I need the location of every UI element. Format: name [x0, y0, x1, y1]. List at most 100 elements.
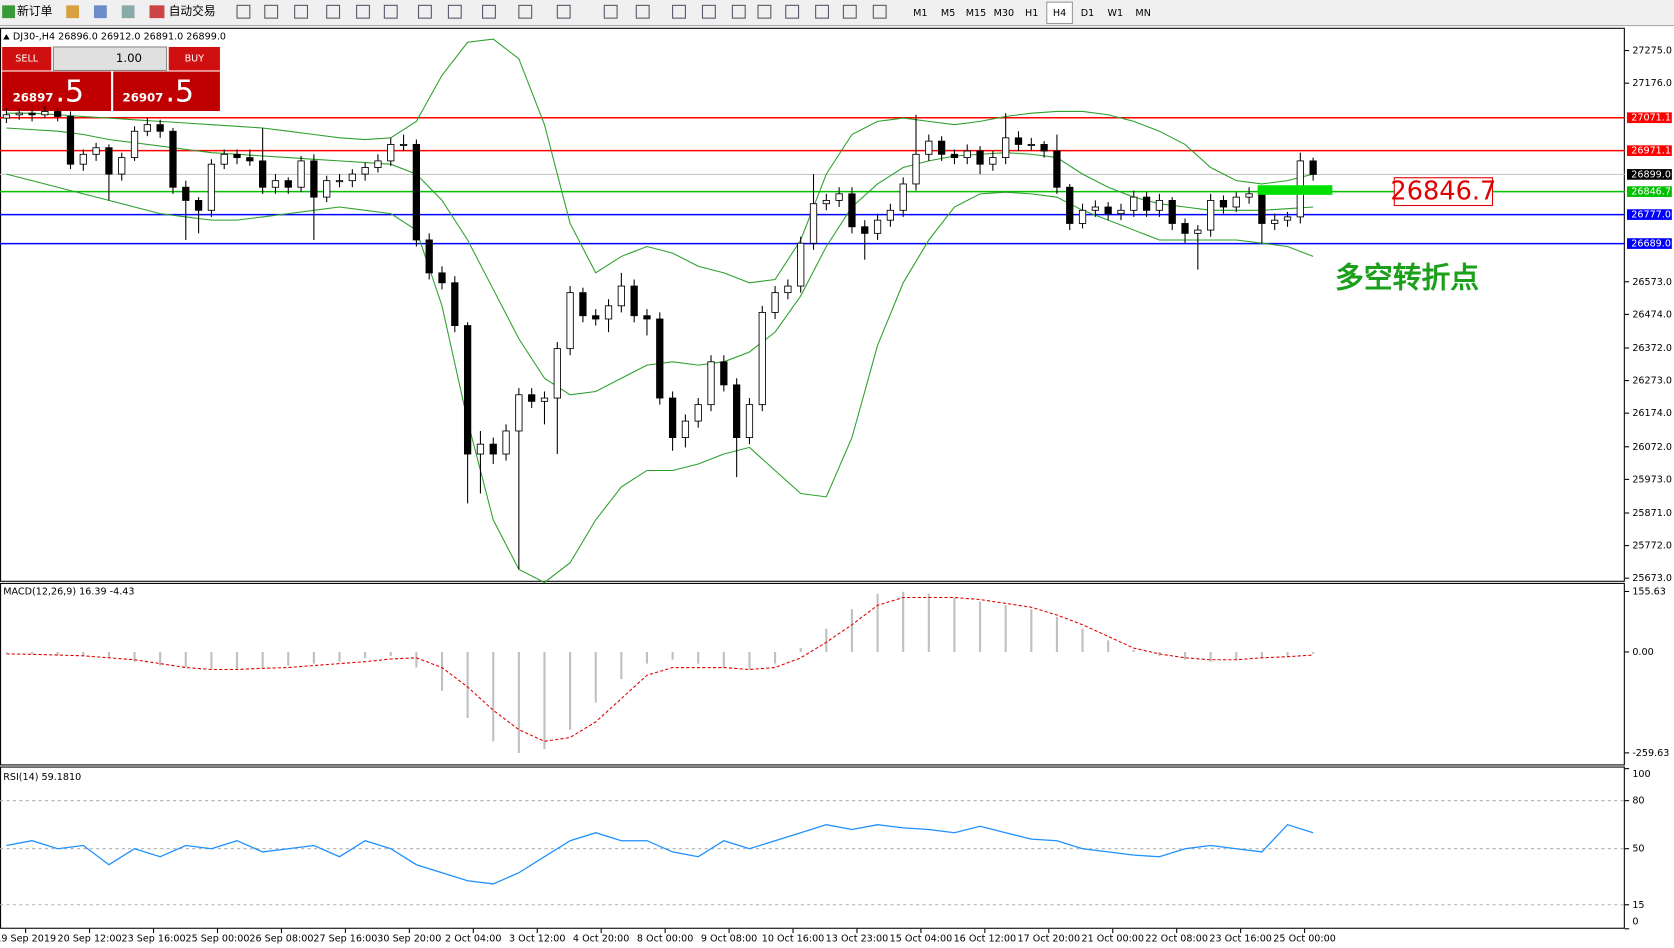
candle-body: [1104, 206, 1112, 215]
level-box: [1627, 209, 1672, 220]
y-tick-label: 25673.0: [1632, 573, 1672, 584]
macd-pane: [0, 582, 1625, 766]
tool-icon[interactable]: [383, 4, 398, 19]
tool-icon[interactable]: [815, 4, 829, 19]
sell-price-box[interactable]: [2, 71, 112, 112]
x-tick-label: 13 Oct 23:00: [826, 933, 889, 944]
icon[interactable]: [66, 5, 80, 19]
tool-icon[interactable]: [326, 4, 341, 19]
candle-body: [822, 199, 830, 205]
level-label: 26971.1: [1631, 146, 1671, 157]
tool-icon[interactable]: [518, 4, 533, 19]
level-box: [1627, 186, 1672, 197]
candle-body: [643, 315, 651, 320]
tool-icon[interactable]: [294, 4, 309, 19]
x-tick-label: 27 Sep 16:00: [313, 933, 377, 944]
tool-icon[interactable]: [872, 4, 887, 19]
tool-icon[interactable]: [757, 4, 772, 19]
tool-icon[interactable]: [603, 4, 618, 19]
icon[interactable]: [121, 5, 135, 19]
candle-body: [1014, 137, 1023, 145]
price-box-label: 26846.7: [1390, 177, 1496, 207]
candle-body: [528, 394, 536, 402]
timeframe-button[interactable]: M30: [994, 8, 1014, 19]
candle-body: [745, 404, 754, 438]
y-tick-label: 25973.0: [1632, 474, 1672, 485]
buy-price-box[interactable]: [113, 71, 220, 112]
candle-body: [54, 111, 62, 117]
candle-body: [220, 153, 228, 165]
new-order-button[interactable]: 新订单: [17, 4, 52, 18]
timeframe-button[interactable]: D1: [1081, 8, 1095, 19]
candle-body: [976, 150, 984, 165]
tool-icon[interactable]: [701, 4, 716, 19]
candle-body: [399, 144, 408, 146]
tool-icon[interactable]: [635, 4, 650, 19]
candle-body: [79, 153, 87, 165]
timeframe-button[interactable]: H1: [1025, 8, 1038, 19]
candle-body: [143, 124, 151, 132]
rsi-y-tick-label: 0: [1632, 916, 1638, 927]
candle-body: [489, 443, 497, 455]
tool-icon[interactable]: [556, 4, 571, 19]
icon[interactable]: [93, 5, 107, 19]
buy-label[interactable]: BUY: [185, 54, 205, 65]
candle-body: [899, 183, 907, 211]
candle-body: [207, 163, 216, 211]
timeframe-button[interactable]: H4: [1053, 8, 1066, 19]
candle-body: [1207, 199, 1215, 231]
y-tick-label: 26174.0: [1632, 408, 1672, 419]
candle-body: [412, 144, 421, 241]
candle-body: [1040, 144, 1048, 152]
tool-icon[interactable]: [264, 4, 279, 19]
price-box: [1393, 177, 1494, 207]
lot-box[interactable]: [52, 46, 168, 71]
candle-body: [1027, 144, 1035, 146]
annotation: 多空转折点: [1335, 261, 1479, 295]
auto-trading-button[interactable]: 自动交易: [169, 4, 216, 18]
current-price-label: 26899.0: [1631, 169, 1671, 180]
tool-icon[interactable]: [731, 4, 746, 19]
tool-icon[interactable]: [356, 4, 370, 19]
auto-trading-icon[interactable]: [149, 5, 165, 19]
macd-title: MACD(12,26,9) 16.39 -4.43: [3, 586, 134, 597]
tool-icon[interactable]: [482, 4, 496, 19]
tool-icon[interactable]: [842, 4, 857, 19]
trade-panel: SELL 1.00 BUY 26897 .5 26907 .5: [2, 46, 220, 112]
x-tick-label: 2 Oct 04:00: [445, 933, 501, 944]
timeframe-button[interactable]: M1: [913, 8, 927, 19]
candle-body: [118, 157, 126, 175]
timeframe-button[interactable]: W1: [1108, 8, 1124, 19]
tool-icon[interactable]: [672, 4, 686, 19]
timeframe-button[interactable]: M15: [966, 8, 987, 19]
timeframe-button[interactable]: M5: [941, 8, 955, 19]
rsi-title: RSI(14) 59.1810: [3, 772, 81, 783]
candle-body: [720, 361, 728, 386]
bid-price: 26897: [13, 91, 54, 105]
tool-icon[interactable]: [785, 4, 800, 19]
new-order-icon[interactable]: [2, 5, 15, 19]
x-tick-label: 19 Sep 2019: [0, 933, 56, 944]
candle-body: [771, 292, 779, 313]
candle-body: [784, 285, 792, 294]
candle-body: [1078, 209, 1087, 224]
tool-icon[interactable]: [417, 4, 432, 19]
level-box: [1627, 112, 1672, 124]
tool-icon[interactable]: [236, 4, 251, 19]
candle-body: [1117, 209, 1125, 215]
timeframe-button[interactable]: MN: [1135, 8, 1150, 19]
collapse-arrow: [3, 34, 10, 40]
level-label: 26689.0: [1631, 239, 1671, 250]
sell-label[interactable]: SELL: [15, 54, 38, 65]
x-tick-label: 30 Sep 20:00: [377, 933, 441, 944]
candle-body: [797, 242, 805, 287]
tool-icon[interactable]: [447, 4, 462, 19]
candle-body: [92, 147, 100, 155]
sell-button[interactable]: [2, 46, 52, 71]
y-tick-label: 26372.0: [1632, 343, 1672, 354]
main-pane: [0, 27, 1625, 582]
lot-size[interactable]: 1.00: [116, 51, 142, 65]
candle-body: [515, 394, 523, 432]
buy-button[interactable]: [168, 46, 220, 71]
